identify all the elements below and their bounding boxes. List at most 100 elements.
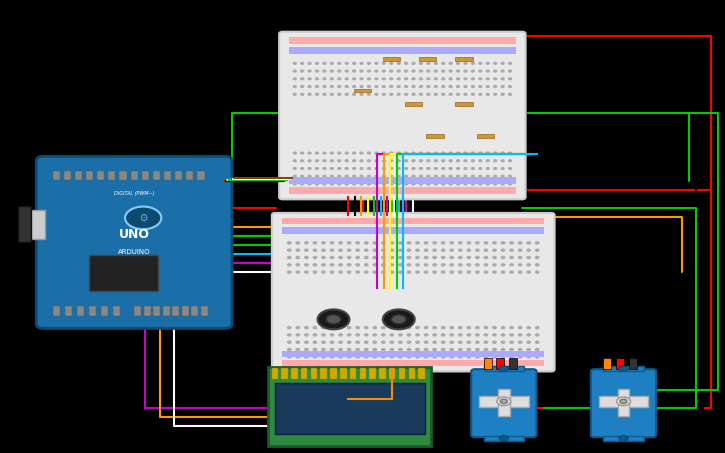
Circle shape: [373, 334, 376, 336]
Circle shape: [399, 271, 402, 273]
Circle shape: [368, 70, 370, 72]
Circle shape: [288, 256, 291, 259]
Circle shape: [313, 348, 317, 351]
Bar: [320, 368, 327, 379]
Bar: [182, 306, 189, 316]
Circle shape: [416, 341, 419, 343]
Circle shape: [427, 78, 430, 80]
Circle shape: [434, 175, 437, 177]
Circle shape: [315, 152, 318, 154]
Circle shape: [338, 152, 341, 154]
Circle shape: [301, 183, 304, 185]
Circle shape: [407, 327, 410, 328]
Circle shape: [476, 356, 479, 358]
Circle shape: [501, 70, 504, 72]
Bar: [399, 368, 405, 379]
Circle shape: [360, 168, 363, 169]
Circle shape: [494, 175, 497, 177]
Circle shape: [315, 160, 318, 162]
Circle shape: [464, 63, 467, 64]
Circle shape: [294, 86, 296, 87]
Circle shape: [375, 78, 378, 80]
Circle shape: [407, 256, 410, 259]
Circle shape: [459, 264, 462, 266]
Circle shape: [442, 356, 445, 358]
Circle shape: [471, 160, 474, 162]
Circle shape: [457, 175, 460, 177]
Circle shape: [315, 168, 318, 169]
Circle shape: [457, 70, 460, 72]
Circle shape: [471, 175, 474, 177]
Bar: [477, 134, 494, 138]
Circle shape: [476, 271, 479, 273]
Circle shape: [323, 152, 326, 154]
Circle shape: [347, 242, 351, 244]
Circle shape: [331, 160, 334, 162]
Circle shape: [467, 256, 471, 259]
Circle shape: [457, 78, 460, 80]
Circle shape: [382, 63, 385, 64]
Circle shape: [315, 93, 318, 95]
Text: ⊙: ⊙: [139, 213, 147, 223]
Circle shape: [479, 168, 482, 169]
Circle shape: [442, 327, 445, 328]
Circle shape: [331, 86, 334, 87]
Circle shape: [450, 341, 453, 343]
Circle shape: [338, 63, 341, 64]
Bar: [426, 134, 444, 138]
Circle shape: [510, 242, 513, 244]
Circle shape: [434, 63, 437, 64]
Circle shape: [509, 70, 511, 72]
Circle shape: [368, 78, 370, 80]
Circle shape: [360, 152, 363, 154]
Bar: [354, 89, 371, 92]
Bar: [349, 368, 356, 379]
Circle shape: [493, 341, 496, 343]
Circle shape: [493, 249, 496, 251]
Circle shape: [459, 256, 462, 259]
Circle shape: [476, 334, 479, 336]
Bar: [379, 368, 386, 379]
Circle shape: [365, 327, 368, 328]
Circle shape: [315, 78, 318, 80]
Circle shape: [502, 356, 505, 358]
Circle shape: [450, 175, 452, 177]
Bar: [162, 306, 170, 316]
Bar: [134, 306, 141, 316]
Bar: [479, 396, 529, 407]
Circle shape: [382, 70, 385, 72]
Circle shape: [365, 256, 368, 259]
FancyBboxPatch shape: [471, 369, 536, 437]
Circle shape: [442, 271, 445, 273]
Circle shape: [390, 86, 393, 87]
Circle shape: [375, 152, 378, 154]
Bar: [419, 57, 436, 61]
Circle shape: [322, 348, 325, 351]
Bar: [289, 37, 516, 44]
Bar: [144, 306, 151, 316]
Circle shape: [345, 70, 348, 72]
Circle shape: [304, 341, 308, 343]
Circle shape: [509, 183, 511, 185]
Circle shape: [416, 348, 419, 351]
Circle shape: [502, 348, 505, 351]
Circle shape: [339, 348, 342, 351]
Circle shape: [442, 160, 444, 162]
Bar: [618, 389, 629, 416]
Circle shape: [502, 249, 505, 251]
Circle shape: [322, 256, 325, 259]
Bar: [201, 306, 208, 316]
Circle shape: [345, 86, 348, 87]
Circle shape: [450, 183, 452, 185]
Circle shape: [313, 341, 317, 343]
Circle shape: [476, 341, 479, 343]
Circle shape: [464, 183, 467, 185]
Circle shape: [502, 256, 505, 259]
Circle shape: [486, 152, 489, 154]
Circle shape: [390, 175, 393, 177]
Circle shape: [288, 327, 291, 328]
Circle shape: [345, 160, 348, 162]
Circle shape: [381, 341, 385, 343]
Circle shape: [331, 93, 334, 95]
Circle shape: [619, 366, 628, 371]
